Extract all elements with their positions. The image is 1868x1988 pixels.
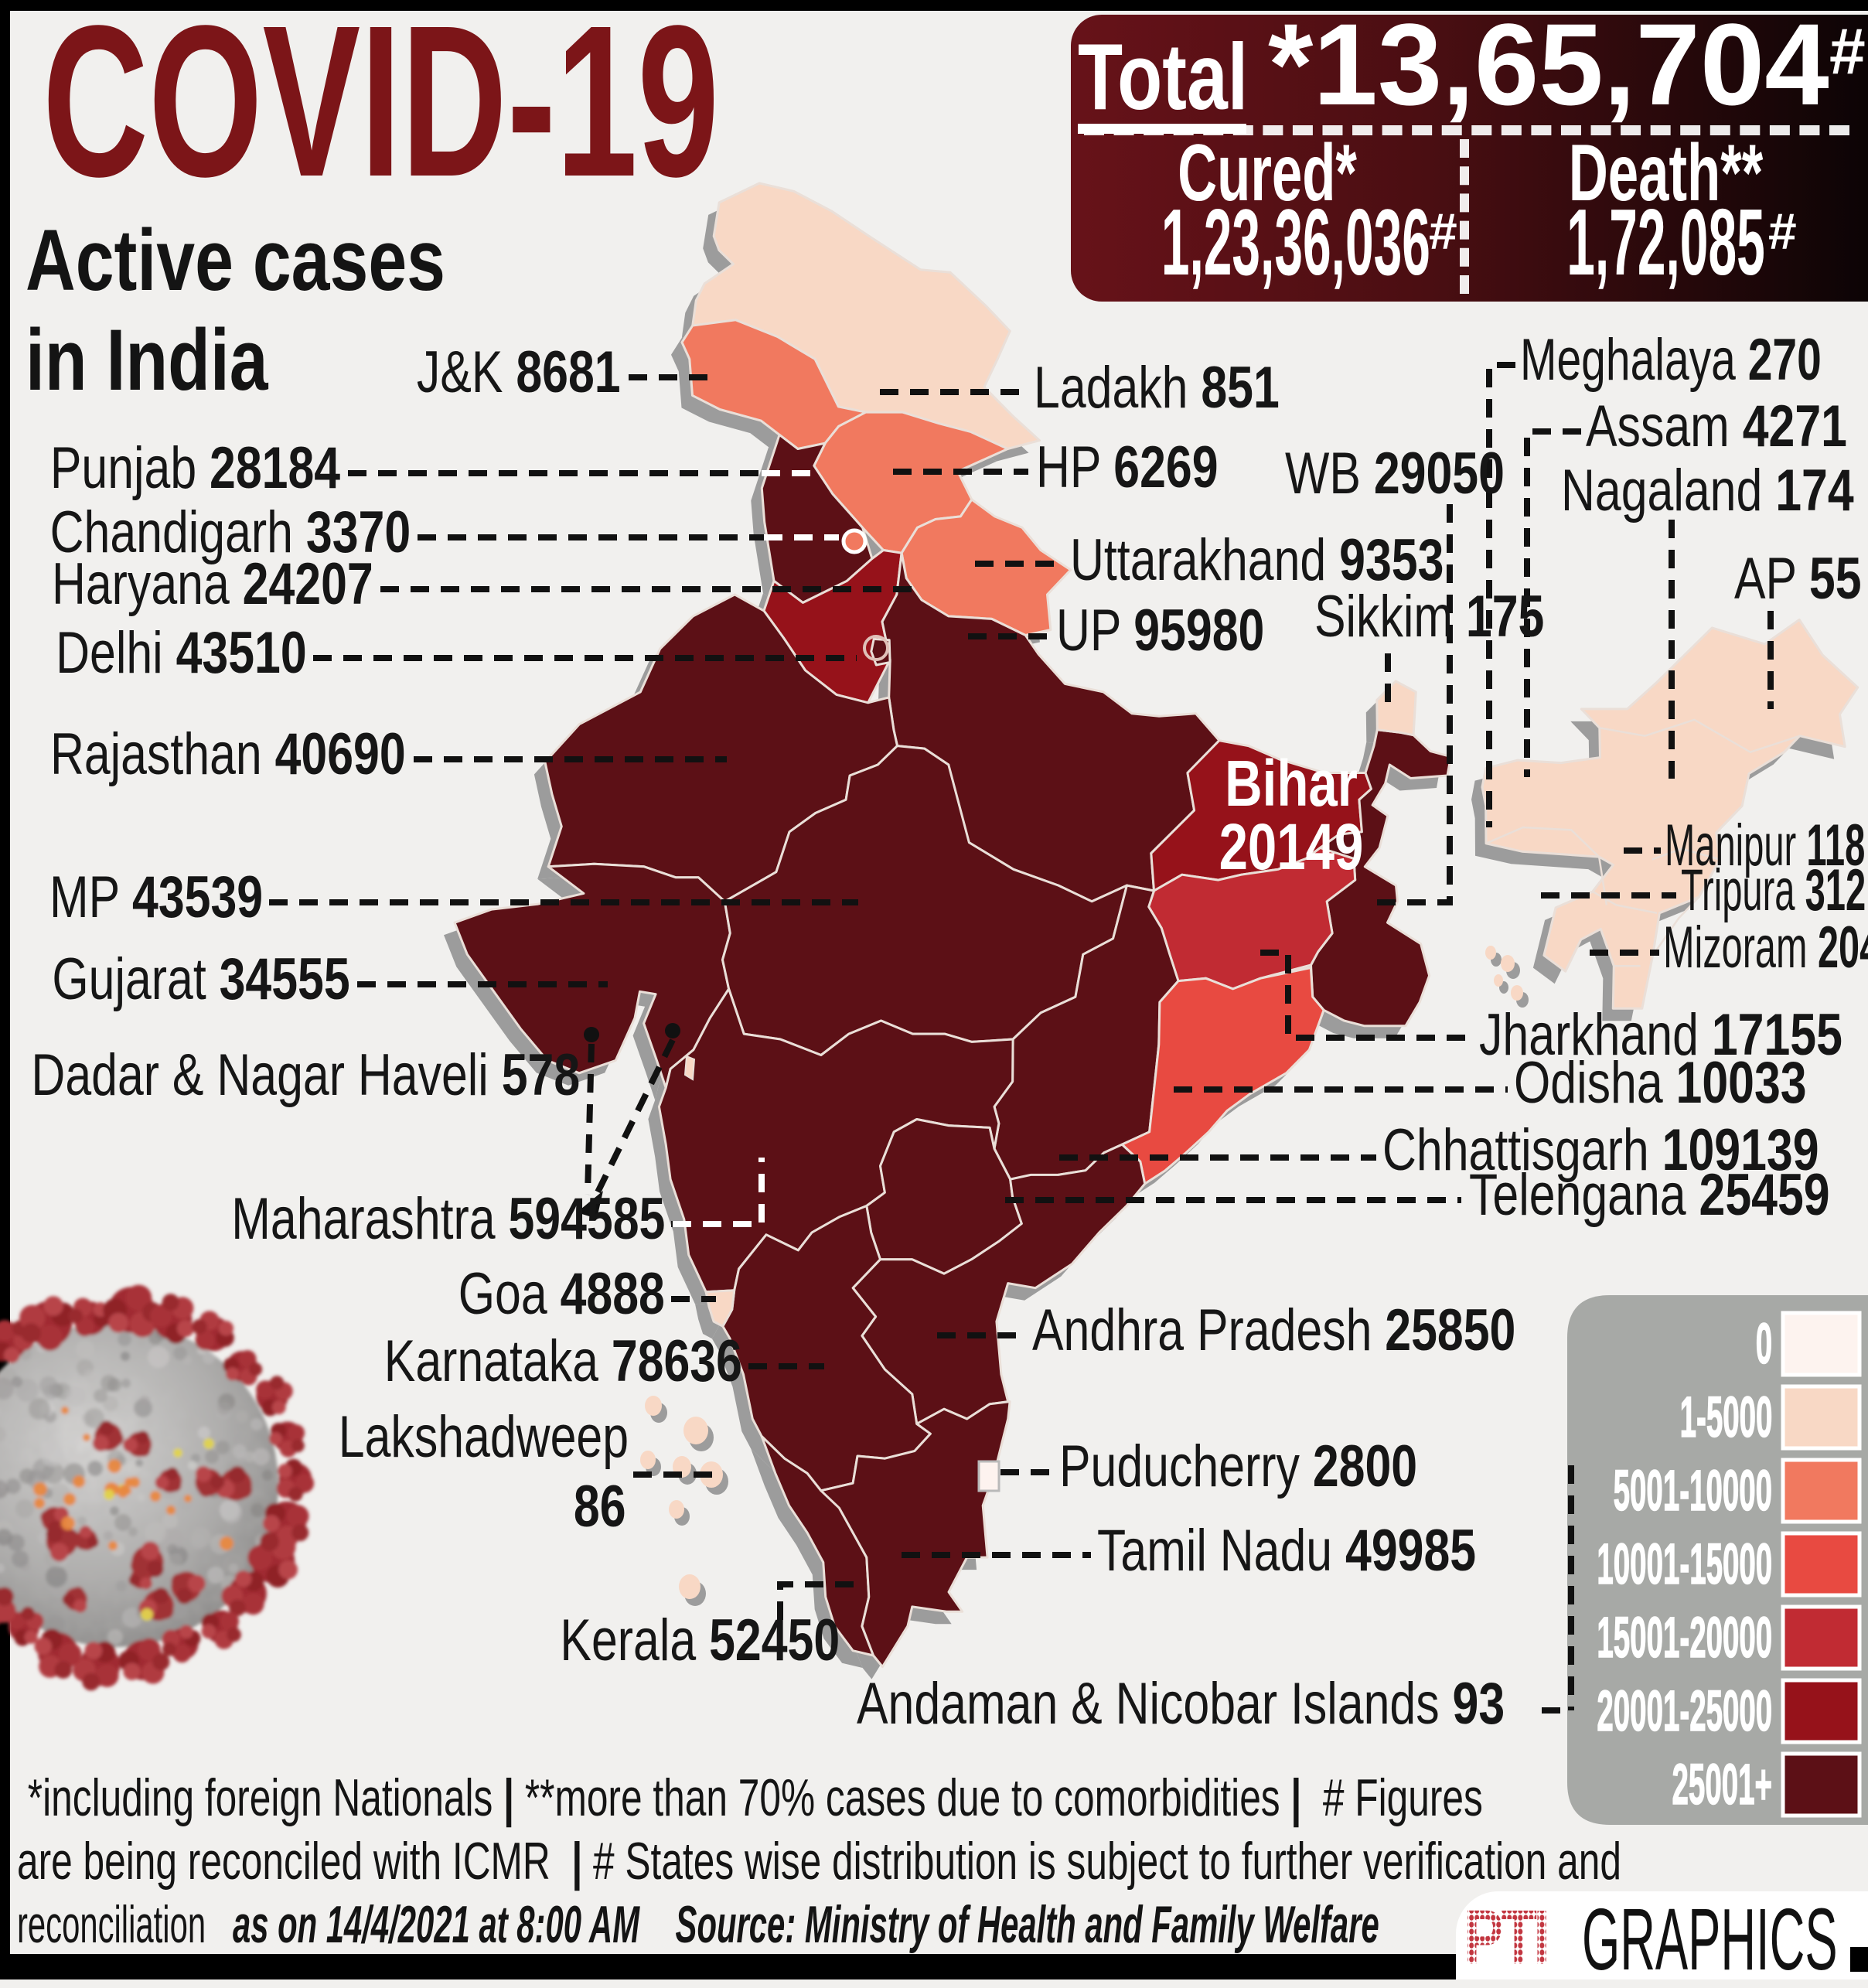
svg-text:PTI: PTI [1464, 1901, 1546, 1981]
